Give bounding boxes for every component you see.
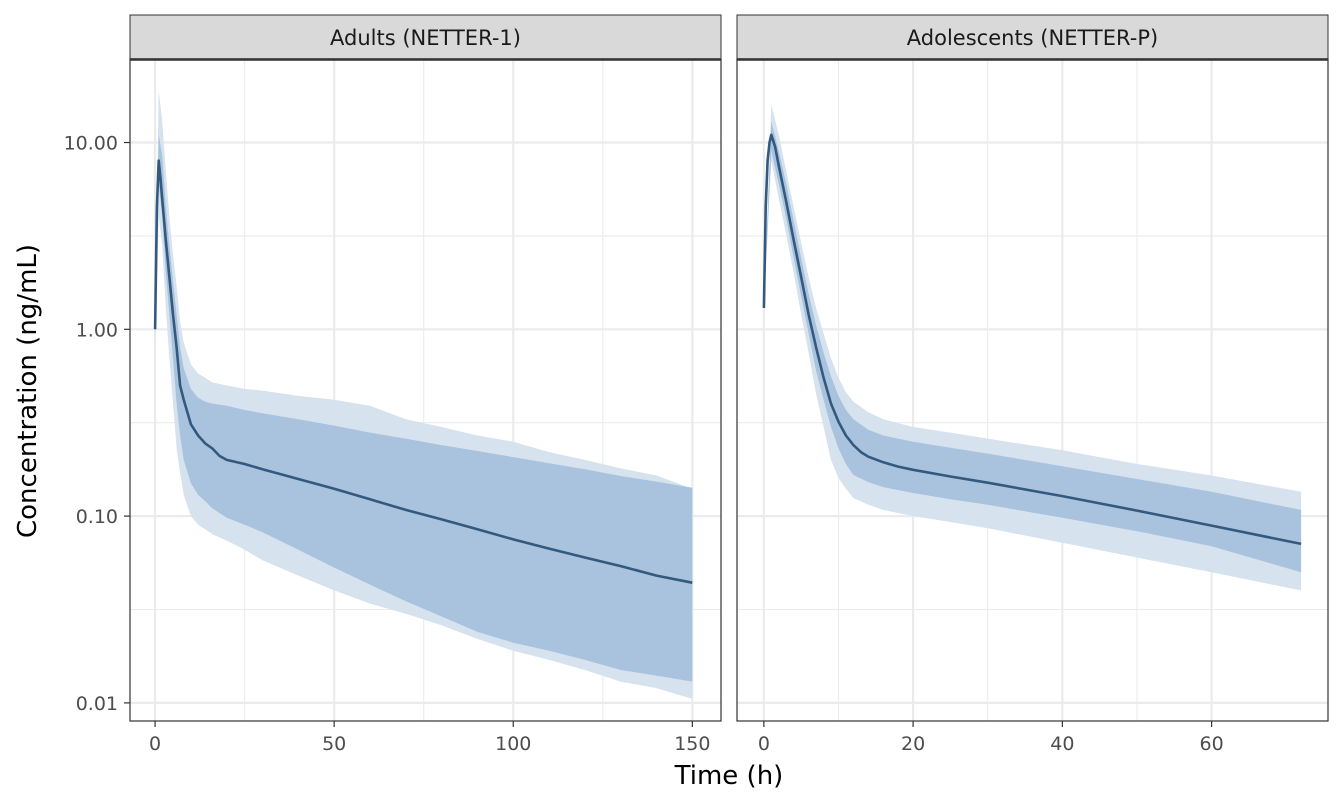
x-tick-label: 150: [674, 733, 710, 755]
strip-background-adults: [129, 14, 722, 60]
x-ticks-adolescents: 0 20 40 60: [758, 721, 1224, 755]
strip-label-adults: Adults (NETTER-1): [330, 26, 521, 50]
x-tick-label: 50: [322, 733, 346, 755]
inner-interval-band: [155, 134, 693, 682]
inner-interval-band: [763, 121, 1302, 573]
y-tick-label: 1.00: [76, 319, 118, 341]
panel-adolescents: Adolescents (NETTER-P) 0 20 40 60: [736, 14, 1329, 755]
x-tick-label: 60: [1199, 733, 1223, 755]
y-tick-label: 10.00: [64, 133, 118, 155]
y-axis-title: Concentration (ng/mL): [13, 244, 43, 538]
median-line: [762, 133, 1302, 546]
y-tick-label: 0.10: [76, 506, 118, 528]
bands-adolescents: [763, 104, 1302, 591]
x-tick-label: 20: [901, 733, 925, 755]
x-tick-label: 0: [758, 733, 770, 755]
x-ticks-adults: 0 50 100 150: [149, 721, 710, 755]
x-tick-label: 100: [495, 733, 531, 755]
bands-adults: [155, 90, 693, 699]
strip-background-adolescents: [736, 14, 1329, 60]
y-tick-label: 0.01: [76, 693, 118, 715]
panel-adults: Adults (NETTER-1) 0 50 100 150: [129, 14, 722, 755]
median-adults: [153, 159, 693, 584]
median-line: [153, 159, 693, 584]
median-adolescents: [762, 133, 1302, 546]
y-axis-ticks: 0.01 0.10 1.00 10.00: [64, 133, 130, 715]
x-tick-label: 0: [149, 733, 161, 755]
x-tick-label: 40: [1050, 733, 1074, 755]
x-axis-title: Time (h): [674, 761, 784, 791]
strip-label-adolescents: Adolescents (NETTER-P): [907, 26, 1158, 50]
